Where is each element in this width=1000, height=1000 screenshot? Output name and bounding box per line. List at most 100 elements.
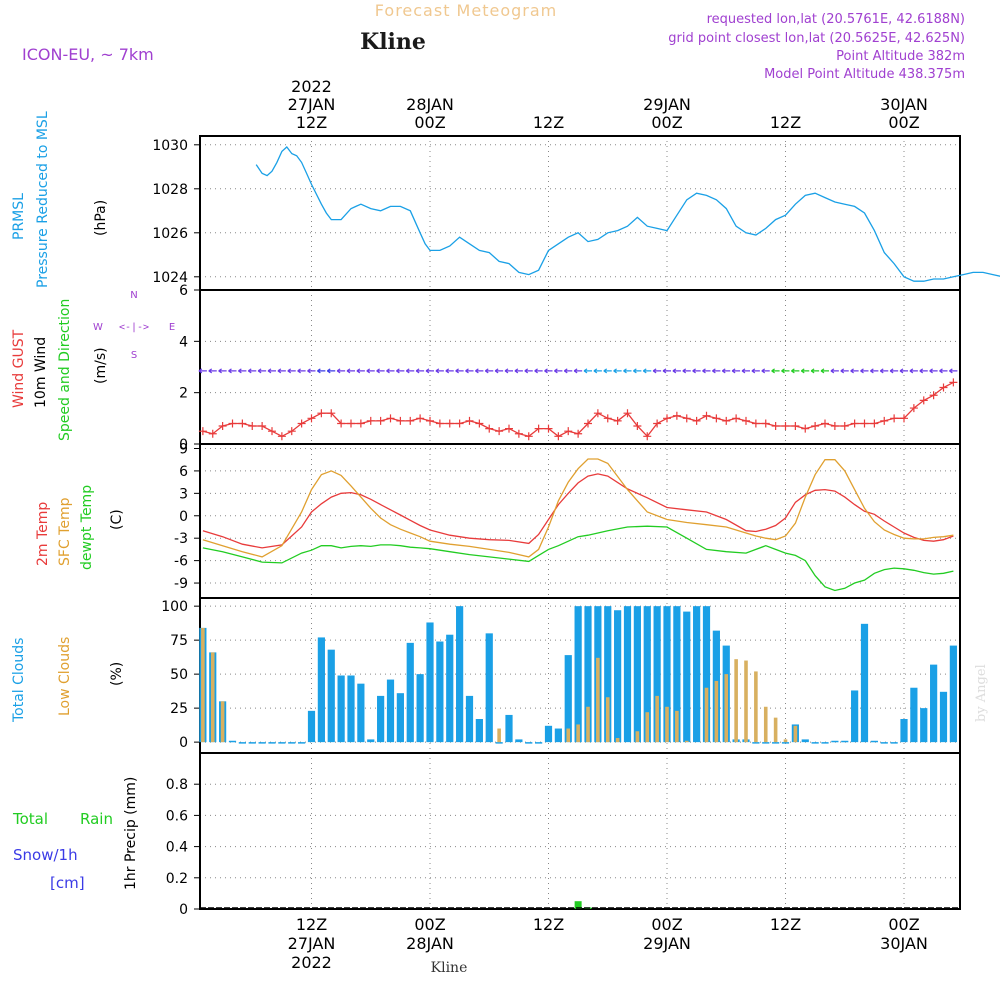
model-label: ICON-EU, ~ 7km	[22, 45, 154, 64]
gust-marker	[840, 422, 849, 431]
total-cloud-bar	[653, 606, 661, 743]
wind-direction-arrow	[465, 368, 474, 374]
wind-direction-arrow	[949, 368, 958, 374]
total-cloud-bar	[574, 606, 582, 743]
wind-direction-arrow	[475, 368, 484, 374]
y-tick-label: 75	[170, 633, 188, 649]
gust-marker	[751, 419, 760, 428]
rain-label: Rain	[80, 810, 113, 828]
time-tick-label: 30JAN	[880, 95, 928, 114]
gust-marker	[603, 414, 612, 423]
compass-w: W	[93, 322, 103, 333]
gust-marker	[337, 419, 346, 428]
low-cloud-bar	[210, 652, 215, 743]
wind-direction-arrow	[761, 368, 770, 374]
wind-direction-arrow	[810, 368, 820, 374]
y-tick-label: -3	[174, 531, 188, 547]
clouds-panel: 0 25 50 75 100	[161, 597, 961, 754]
total-cloud-bar	[248, 742, 256, 744]
time-tick-label: 29JAN	[643, 934, 691, 953]
gust-marker	[317, 409, 326, 418]
pressure-unit: (hPa)	[93, 200, 109, 236]
time-tick-label: 12Z	[770, 113, 801, 132]
wind-direction-arrow	[593, 368, 602, 374]
low-cloud-bar	[645, 712, 650, 743]
time-tick-label: 00Z	[888, 915, 919, 934]
wind-direction-arrow	[287, 368, 296, 374]
point-altitude: Point Altitude 382m	[836, 49, 965, 64]
y-tick-label: 4	[179, 334, 188, 350]
total-cloud-bar	[298, 742, 306, 744]
wind-direction-arrow	[702, 368, 711, 374]
wind-direction-arrow	[554, 368, 563, 374]
low-cloud-bar	[201, 627, 205, 743]
total-cloud-bar	[781, 742, 790, 744]
wind-direction-arrow	[642, 368, 652, 374]
gust-marker	[376, 416, 385, 425]
time-tick-label: 29JAN	[643, 95, 691, 114]
total-cloud-bar	[693, 606, 701, 743]
wind-direction-arrow	[800, 368, 810, 374]
gust-marker	[435, 419, 444, 428]
total-cloud-bar	[673, 606, 681, 743]
gust-marker	[791, 422, 800, 431]
wind-panel: 0 2 4 6	[179, 283, 961, 453]
wind-direction-arrow	[277, 368, 286, 374]
total-cloud-bar	[821, 742, 829, 744]
time-tick-label: 12Z	[770, 915, 801, 934]
gust-marker	[643, 432, 652, 441]
time-tick-label: 30JAN	[880, 934, 928, 953]
gust-label: Wind GUST	[11, 329, 27, 408]
wind10m-label: 10m Wind	[33, 337, 49, 408]
gust-marker	[692, 416, 701, 425]
wind-direction-arrow	[376, 368, 385, 374]
total-cloud-bar	[367, 739, 375, 743]
low-cloud-bar	[754, 671, 758, 743]
gust-marker	[208, 429, 217, 438]
low-cloud-bar	[586, 706, 590, 743]
total-cloud-bar	[505, 714, 513, 743]
total-cloud-bar	[772, 742, 780, 744]
total-cloud-bar	[614, 610, 622, 743]
panel-frame	[199, 289, 961, 445]
y-tick-label: 1024	[152, 270, 188, 286]
total-cloud-bar	[949, 645, 957, 743]
gust-marker	[949, 378, 958, 387]
low-cloud-bar	[497, 728, 501, 743]
total-cloud-bar	[288, 742, 296, 744]
time-tick-label: 2022	[291, 77, 332, 96]
wind-direction-arrow	[741, 368, 750, 374]
temperature-panel: 9 6 3 0 -3 -6 -9	[174, 441, 961, 599]
y-tick-label: -6	[174, 554, 188, 570]
gust-marker	[524, 432, 533, 441]
y-tick-label: 0.4	[166, 840, 188, 856]
wind-direction-arrow	[781, 368, 790, 374]
wind-direction-arrow	[346, 368, 355, 374]
y-tick-label: 6	[179, 283, 188, 299]
gust-marker	[593, 409, 602, 418]
gust-marker	[534, 424, 543, 433]
pressure-panel: 1024 1026 1028 1030	[152, 135, 1000, 291]
total-cloud-bar	[811, 742, 819, 744]
wind-direction-arrow	[791, 368, 800, 374]
snow-unit-label: [cm]	[50, 874, 85, 892]
wind-direction-arrow	[257, 368, 267, 374]
gust-marker	[880, 416, 889, 425]
gust-marker	[702, 411, 711, 420]
total-cloud-bar	[910, 687, 918, 743]
total-cloud-bar	[396, 693, 404, 743]
total-cloud-bar	[475, 719, 483, 743]
panel-frame	[199, 135, 961, 291]
gust-marker	[870, 419, 879, 428]
gust-marker	[258, 422, 267, 431]
total-cloud-bar	[920, 708, 928, 743]
low-clouds-label: Low Clouds	[57, 637, 73, 716]
y-tick-label: 100	[161, 599, 188, 615]
gust-marker	[830, 422, 839, 431]
wind-direction-arrow	[820, 368, 829, 374]
rain-bar	[574, 901, 582, 909]
gust-marker	[732, 414, 741, 423]
wind-direction-arrow	[386, 368, 395, 374]
wind-direction-arrow	[662, 368, 671, 374]
